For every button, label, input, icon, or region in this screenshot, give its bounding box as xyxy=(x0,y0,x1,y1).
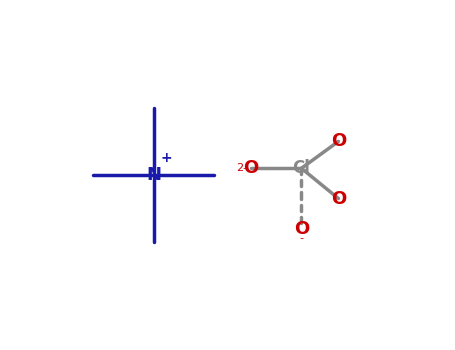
Text: O: O xyxy=(331,190,346,208)
Text: O: O xyxy=(243,159,258,177)
Text: N: N xyxy=(146,166,161,184)
Text: Cl: Cl xyxy=(293,159,310,177)
Text: -: - xyxy=(299,233,303,243)
Text: O: O xyxy=(294,220,309,238)
Text: O: O xyxy=(331,132,346,150)
Text: 2-: 2- xyxy=(236,163,247,173)
Text: +: + xyxy=(161,151,172,165)
